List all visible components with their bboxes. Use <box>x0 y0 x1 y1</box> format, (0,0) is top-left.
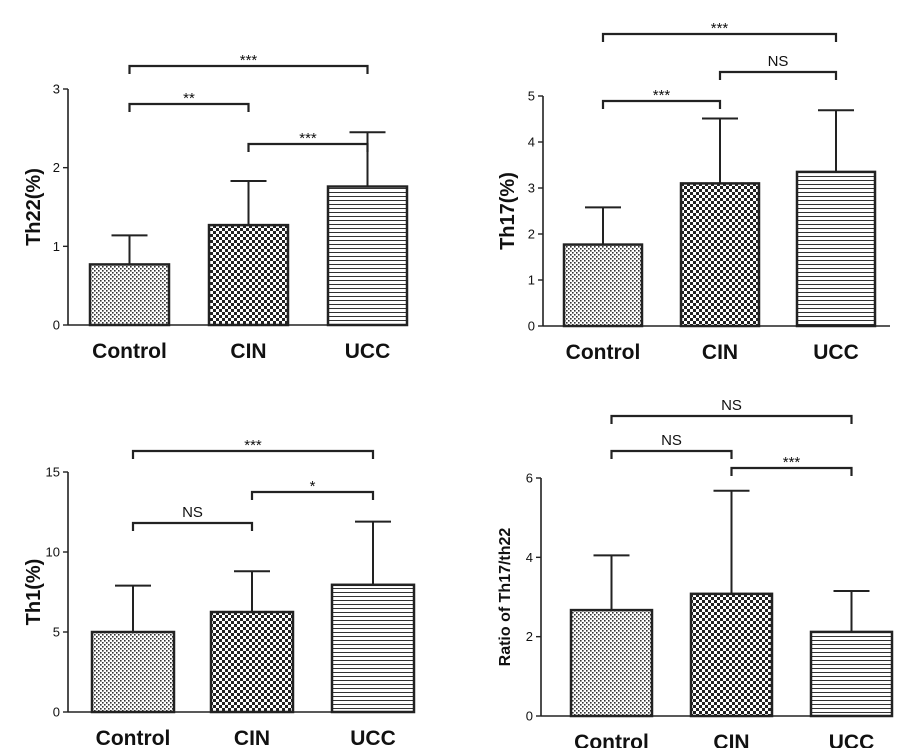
significance-label: *** <box>299 130 317 147</box>
significance-bracket <box>601 32 838 42</box>
significance-bracket <box>250 490 375 500</box>
category-label: Control <box>92 340 167 363</box>
y-tick-label: 0 <box>526 709 533 724</box>
significance-bracket <box>131 521 254 531</box>
y-tick-label: 1 <box>53 239 60 254</box>
category-label: UCC <box>813 341 859 364</box>
y-tick-label: 3 <box>528 181 535 196</box>
bar-control <box>88 263 171 327</box>
y-tick-label: 0 <box>528 319 535 334</box>
y-tick-label: 15 <box>46 465 60 480</box>
significance-label: *** <box>240 52 258 69</box>
bar-cin <box>207 223 290 327</box>
significance-bracket <box>610 414 853 424</box>
significance-label: NS <box>768 53 789 70</box>
significance-bracket <box>128 102 250 112</box>
significance-bracket <box>601 99 722 109</box>
category-label: CIN <box>234 727 270 748</box>
y-tick-label: 6 <box>526 471 533 486</box>
significance-label: * <box>310 478 316 495</box>
y-tick-label: 5 <box>528 89 535 104</box>
category-label: UCC <box>829 731 875 748</box>
significance-bracket <box>718 70 838 80</box>
panel-ratio-th17-th22: 0 2 4 6 Ratio of Th17/th22 Control CIN UCC NS NS *… <box>497 397 894 748</box>
bar-ucc <box>330 583 416 714</box>
category-label: UCC <box>350 727 396 748</box>
y-tick-label: 4 <box>528 135 535 150</box>
significance-label: NS <box>182 504 203 521</box>
significance-label: *** <box>653 87 671 104</box>
significance-label: ** <box>183 90 195 107</box>
significance-label: NS <box>721 397 742 414</box>
y-tick-label: 0 <box>53 705 60 720</box>
bar-ucc <box>795 170 877 328</box>
significance-bracket <box>131 449 375 459</box>
bar-control <box>90 630 176 714</box>
significance-label: NS <box>661 432 682 449</box>
bar-ucc <box>809 630 894 718</box>
significance-bracket <box>730 466 853 476</box>
bar-control <box>569 608 654 718</box>
category-label: Control <box>566 341 641 364</box>
category-label: Control <box>574 731 649 748</box>
significance-bracket <box>128 64 369 74</box>
significance-label: *** <box>783 454 801 471</box>
y-tick-label: 4 <box>526 550 533 565</box>
y-tick-label: 10 <box>46 545 60 560</box>
y-tick-label: 2 <box>526 629 533 644</box>
bar-cin <box>689 592 774 718</box>
category-label: Control <box>96 727 171 748</box>
bar-cin <box>679 182 761 328</box>
y-tick-label: 2 <box>53 160 60 175</box>
significance-bracket <box>610 449 733 459</box>
y-axis-label: Th22(%) <box>23 168 45 246</box>
significance-bracket <box>247 142 369 152</box>
significance-label: *** <box>711 20 729 37</box>
y-axis-label: Ratio of Th17/th22 <box>497 528 514 667</box>
category-label: CIN <box>702 341 738 364</box>
y-tick-label: 1 <box>528 273 535 288</box>
category-label: CIN <box>713 731 749 748</box>
y-tick-label: 5 <box>53 625 60 640</box>
y-tick-label: 3 <box>53 82 60 97</box>
y-tick-label: 2 <box>528 227 535 242</box>
panel-th17: 0 1 2 3 4 5 Th17(%) Control CIN UCC *** NS *** <box>497 20 890 364</box>
category-label: CIN <box>230 340 266 363</box>
significance-label: *** <box>244 437 262 454</box>
bar-control <box>562 243 644 328</box>
y-axis-label: Th1(%) <box>23 559 45 626</box>
bar-cin <box>209 610 295 714</box>
y-tick-label: 0 <box>53 318 60 333</box>
category-label: UCC <box>345 340 391 363</box>
y-axis-label: Th17(%) <box>497 172 519 250</box>
bar-ucc <box>326 185 409 327</box>
